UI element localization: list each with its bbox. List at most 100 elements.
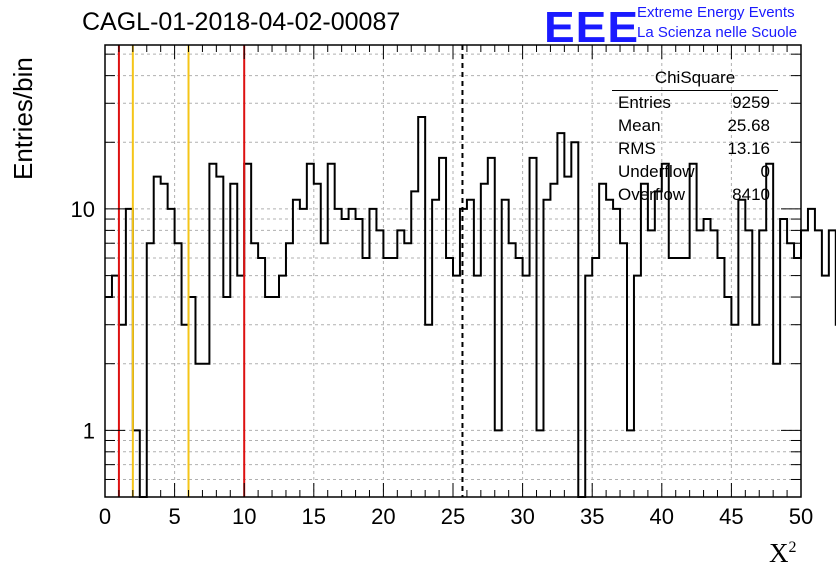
stats-row: Overflow 8410 xyxy=(612,183,778,206)
histogram-bin xyxy=(349,209,356,497)
x-tick-label: 0 xyxy=(99,504,111,529)
y-axis-label: Entries/bin xyxy=(8,57,38,180)
histogram-bin xyxy=(189,297,196,497)
stats-key: Mean xyxy=(618,116,661,135)
histogram-bin xyxy=(724,297,731,497)
histogram-bin xyxy=(272,297,279,497)
x-axis-label: X2 xyxy=(769,538,797,568)
logo-line-2: La Scienza nelle Scuole xyxy=(637,24,798,41)
logo-line-1: Extreme Energy Events xyxy=(637,4,795,21)
histogram-bin xyxy=(425,325,432,497)
histogram-bin xyxy=(516,258,523,497)
histogram-bin xyxy=(182,325,189,497)
histogram-bin xyxy=(467,200,474,497)
histogram-bin xyxy=(474,276,481,497)
histogram-bin xyxy=(321,243,328,497)
histogram-bin xyxy=(620,243,627,497)
histogram-bin xyxy=(432,200,439,497)
histogram-bin xyxy=(794,258,801,497)
histogram-bin xyxy=(773,364,780,497)
histogram-bin xyxy=(481,184,488,497)
eee-logo-mark: EEE xyxy=(544,2,640,52)
histogram-bin xyxy=(335,209,342,497)
histogram-bin xyxy=(634,276,641,497)
histogram-bin xyxy=(738,200,745,497)
x-tick-label: 35 xyxy=(580,504,604,529)
histogram-bin xyxy=(613,209,620,497)
histogram-bin xyxy=(752,325,759,497)
histogram-bin xyxy=(759,230,766,497)
histogram-bin xyxy=(300,209,307,497)
x-tick-label: 10 xyxy=(232,504,256,529)
histogram-bin xyxy=(168,209,175,497)
histogram-bin xyxy=(175,243,182,497)
histogram-bin xyxy=(404,243,411,497)
x-tick-label: 50 xyxy=(789,504,813,529)
histogram-bin xyxy=(307,164,314,497)
stats-value: 9259 xyxy=(732,93,770,112)
histogram-bin xyxy=(829,230,836,497)
histogram-bin xyxy=(599,184,606,497)
stats-key: RMS xyxy=(618,139,656,158)
histogram-bin xyxy=(690,164,697,497)
histogram-bin xyxy=(648,230,655,497)
histogram-bin xyxy=(258,258,265,497)
histogram-bin xyxy=(223,297,230,497)
histogram-bin xyxy=(397,230,404,497)
histogram-bin xyxy=(669,258,676,497)
histogram-bin xyxy=(815,230,822,497)
histogram-bin xyxy=(328,164,335,497)
reference-lines-layer xyxy=(117,45,464,497)
histogram-bin xyxy=(676,258,683,497)
x-tick-label: 45 xyxy=(719,504,743,529)
histogram-bin xyxy=(418,117,425,497)
histogram-bin xyxy=(717,258,724,497)
histogram-bin xyxy=(606,200,613,497)
histogram-bin xyxy=(453,276,460,497)
histogram-layer xyxy=(105,116,836,498)
histogram-bin xyxy=(439,158,446,497)
histogram-bin xyxy=(509,243,516,497)
histogram-bin xyxy=(251,243,258,497)
histogram-bin xyxy=(766,164,773,497)
stats-row: Entries 9259 xyxy=(612,91,778,114)
histogram-bin xyxy=(641,184,648,497)
histogram-bin xyxy=(488,158,495,497)
histogram-bin xyxy=(543,200,550,497)
histogram-bin xyxy=(383,258,390,497)
histogram-bin xyxy=(202,364,209,497)
histogram-bin xyxy=(731,325,738,497)
histogram-bin xyxy=(537,430,544,497)
histogram-bin xyxy=(495,430,502,497)
axes-layer: 0 5 10 15 20 25 30 35 40 45 50 1 10 xyxy=(71,45,813,529)
stats-row: Mean 25.68 xyxy=(612,114,778,137)
histogram-bin xyxy=(244,164,251,497)
stats-box: ChiSquare Entries 9259 Mean 25.68 RMS 13.16… xyxy=(612,68,778,206)
histogram-bin xyxy=(376,230,383,497)
stats-value: 8410 xyxy=(732,185,770,204)
histogram-bin xyxy=(502,200,509,497)
histogram-bin xyxy=(787,243,794,497)
histogram-bin xyxy=(293,200,300,497)
stats-value: 25.68 xyxy=(727,116,770,135)
histogram-bin xyxy=(286,243,293,497)
histogram-bin xyxy=(126,209,133,497)
histogram-bin xyxy=(711,230,718,497)
stats-key: Overflow xyxy=(618,185,686,204)
x-tick-label: 15 xyxy=(302,504,326,529)
stats-row: RMS 13.16 xyxy=(612,137,778,160)
histogram-bin xyxy=(230,184,237,497)
stats-key: Underflow xyxy=(618,162,695,181)
histogram-bin xyxy=(369,209,376,497)
histogram-bin xyxy=(571,142,578,497)
histogram-bin xyxy=(655,191,662,497)
histogram-bin xyxy=(265,297,272,497)
histogram-bin xyxy=(780,219,787,497)
histogram-bin xyxy=(133,430,140,497)
histogram-bin xyxy=(411,191,418,497)
histogram-bin xyxy=(697,230,704,497)
histogram-bin xyxy=(592,258,599,497)
histogram-bin xyxy=(523,276,530,497)
histogram-bin xyxy=(745,230,752,497)
histogram-bin xyxy=(446,258,453,497)
